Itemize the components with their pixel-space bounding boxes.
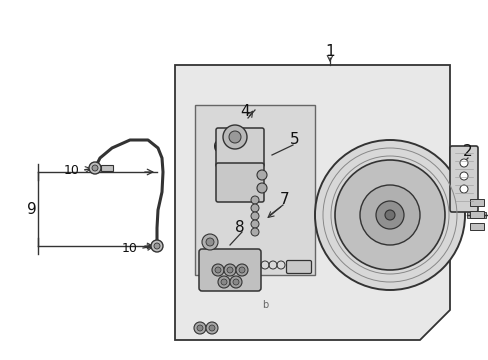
Circle shape — [314, 140, 464, 290]
FancyBboxPatch shape — [286, 261, 311, 274]
Circle shape — [229, 276, 242, 288]
Circle shape — [459, 185, 467, 193]
Circle shape — [212, 264, 224, 276]
Circle shape — [224, 264, 236, 276]
Circle shape — [226, 267, 232, 273]
Text: 10: 10 — [64, 163, 80, 176]
FancyBboxPatch shape — [216, 163, 264, 202]
Circle shape — [221, 279, 226, 285]
Circle shape — [218, 276, 229, 288]
Circle shape — [250, 228, 259, 236]
Circle shape — [250, 220, 259, 228]
Polygon shape — [175, 65, 449, 340]
Text: 5: 5 — [289, 132, 299, 148]
Bar — [469, 223, 483, 230]
Circle shape — [257, 170, 266, 180]
Text: 2: 2 — [462, 144, 472, 159]
Bar — [195, 105, 314, 275]
Bar — [101, 165, 113, 171]
Circle shape — [205, 322, 218, 334]
Circle shape — [250, 212, 259, 220]
Text: 10: 10 — [122, 242, 138, 255]
Circle shape — [250, 196, 259, 204]
Text: b: b — [262, 300, 267, 310]
Circle shape — [228, 131, 241, 143]
Bar — [469, 211, 483, 218]
FancyBboxPatch shape — [199, 249, 261, 291]
Circle shape — [384, 210, 394, 220]
Circle shape — [202, 234, 218, 250]
Circle shape — [334, 160, 444, 270]
Text: 4: 4 — [240, 104, 249, 120]
Text: 7: 7 — [280, 193, 289, 207]
Circle shape — [151, 240, 163, 252]
Circle shape — [232, 279, 239, 285]
Circle shape — [89, 162, 101, 174]
Circle shape — [197, 325, 203, 331]
Text: 1: 1 — [325, 45, 334, 59]
Circle shape — [154, 243, 160, 249]
Circle shape — [194, 322, 205, 334]
Circle shape — [239, 267, 244, 273]
Circle shape — [223, 125, 246, 149]
Circle shape — [459, 172, 467, 180]
Circle shape — [375, 201, 403, 229]
Circle shape — [257, 183, 266, 193]
Circle shape — [250, 204, 259, 212]
Circle shape — [215, 267, 221, 273]
Circle shape — [459, 159, 467, 167]
FancyBboxPatch shape — [449, 146, 477, 212]
Circle shape — [236, 264, 247, 276]
Circle shape — [205, 238, 214, 246]
Bar — [466, 212, 470, 218]
Bar — [471, 212, 475, 218]
Text: 8: 8 — [235, 220, 244, 235]
Text: 6: 6 — [213, 140, 223, 156]
Bar — [481, 212, 485, 218]
Circle shape — [359, 185, 419, 245]
Bar — [476, 212, 480, 218]
Bar — [469, 199, 483, 206]
Text: 9: 9 — [27, 202, 37, 217]
Text: 3: 3 — [359, 171, 369, 185]
Circle shape — [92, 165, 98, 171]
FancyBboxPatch shape — [216, 128, 264, 167]
Circle shape — [208, 325, 215, 331]
